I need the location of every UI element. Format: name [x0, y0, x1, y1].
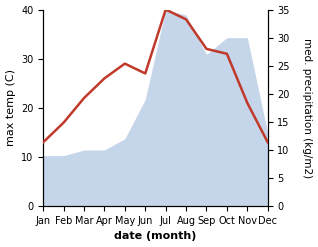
Y-axis label: max temp (C): max temp (C) — [5, 69, 16, 146]
X-axis label: date (month): date (month) — [114, 231, 197, 242]
Y-axis label: med. precipitation (kg/m2): med. precipitation (kg/m2) — [302, 38, 313, 178]
